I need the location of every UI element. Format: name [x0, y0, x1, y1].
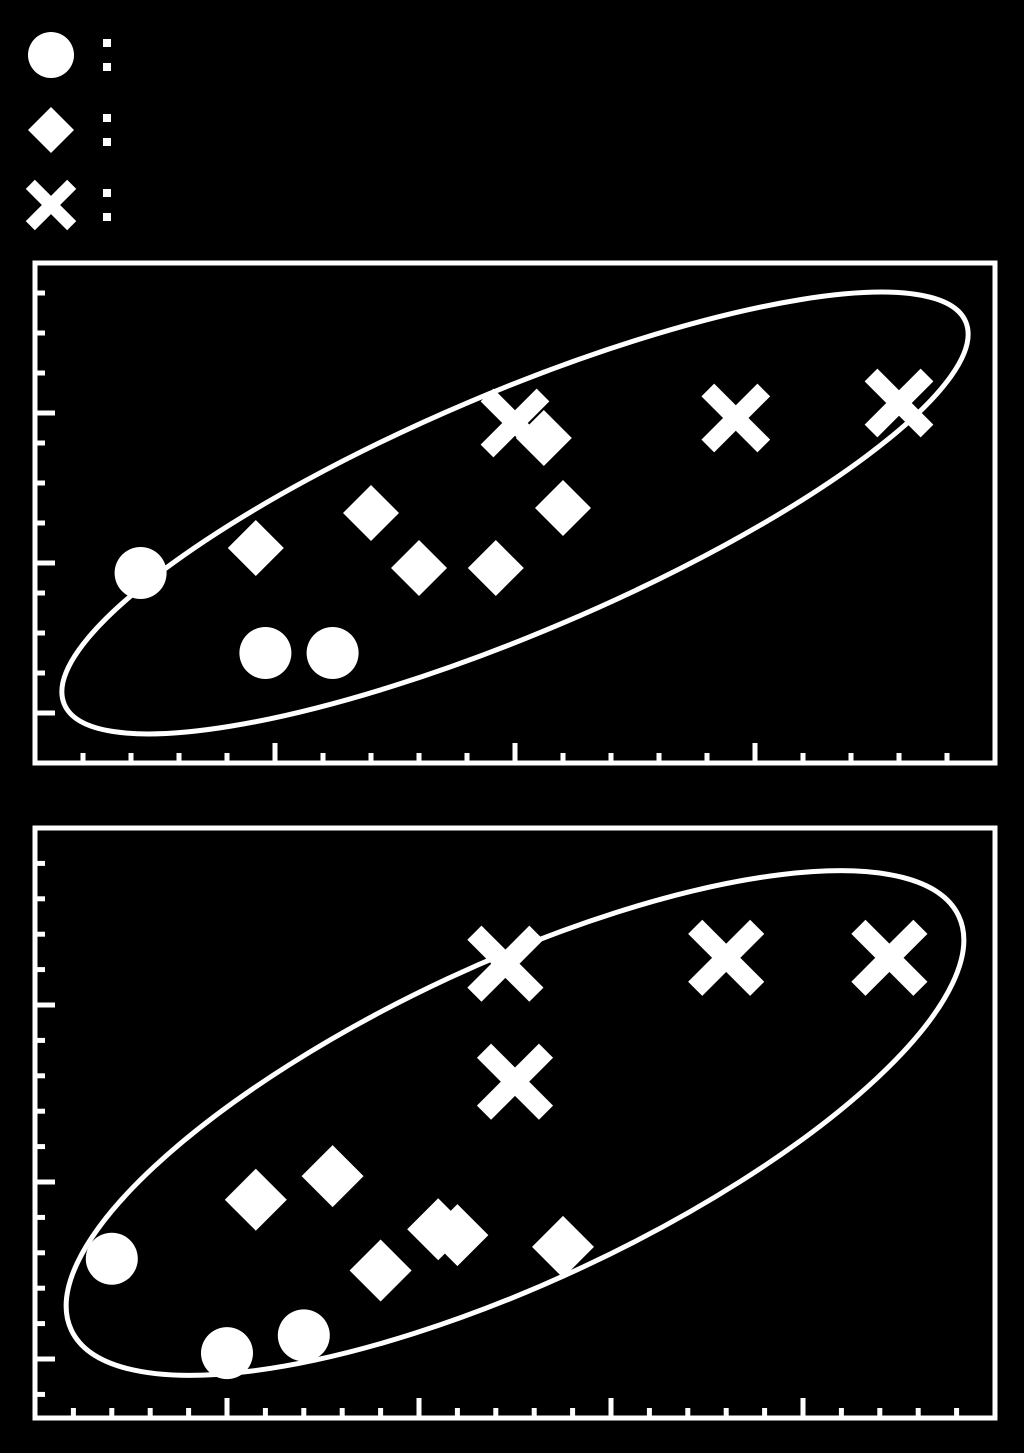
- figure-canvas: [0, 0, 1024, 1453]
